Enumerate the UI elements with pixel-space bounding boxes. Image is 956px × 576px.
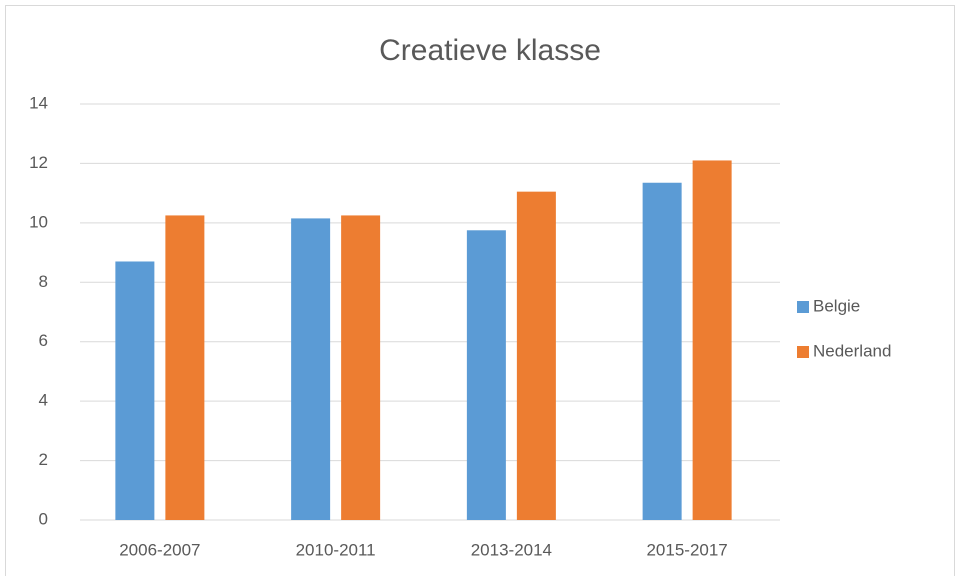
bar — [341, 215, 381, 520]
x-tick-label: 2010-2011 — [296, 540, 376, 559]
y-tick-label: 0 — [39, 509, 48, 528]
legend-swatch — [797, 346, 809, 358]
y-tick-label: 2 — [39, 450, 48, 469]
bar — [642, 182, 682, 520]
y-tick-label: 8 — [39, 272, 48, 291]
y-tick-label: 4 — [39, 391, 48, 410]
y-tick-label: 6 — [39, 331, 48, 350]
legend-label: Belgie — [813, 296, 860, 315]
y-tick-label: 12 — [29, 153, 48, 172]
bar — [291, 218, 331, 520]
bar — [516, 191, 556, 520]
x-tick-label: 2006-2007 — [119, 540, 200, 559]
bar — [692, 160, 732, 520]
bar — [466, 230, 506, 521]
bar — [115, 261, 155, 520]
x-tick-label: 2013-2014 — [471, 540, 552, 559]
legend-label: Nederland — [813, 341, 891, 360]
bar — [165, 215, 205, 520]
y-tick-label: 14 — [29, 93, 48, 112]
y-tick-label: 10 — [29, 212, 48, 231]
legend-swatch — [797, 301, 809, 313]
x-tick-label: 2015-2017 — [646, 540, 727, 559]
chart-title: Creatieve klasse — [379, 34, 601, 67]
